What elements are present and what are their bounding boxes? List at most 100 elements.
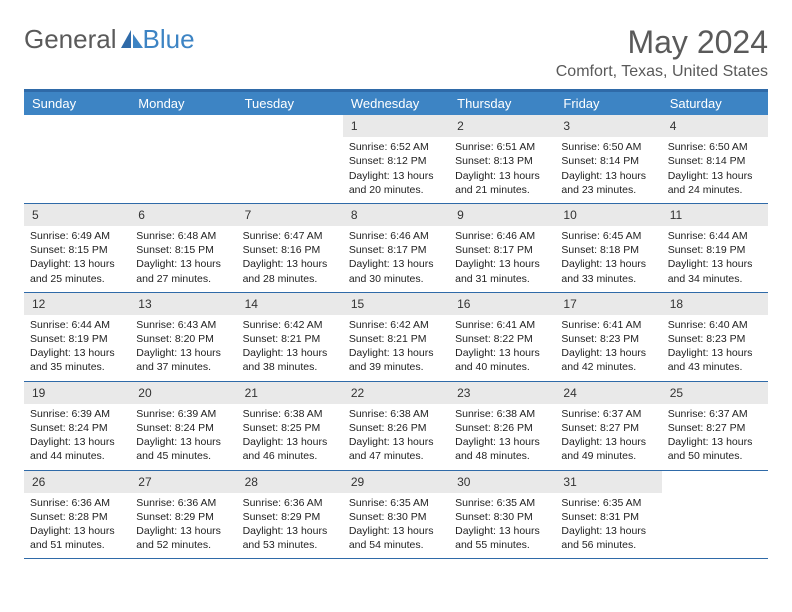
daylight-line: Daylight: 13 hours and 45 minutes.: [136, 435, 230, 463]
title-block: May 2024 Comfort, Texas, United States: [556, 24, 768, 81]
week-row: 5Sunrise: 6:49 AMSunset: 8:15 PMDaylight…: [24, 204, 768, 293]
sunrise-line: Sunrise: 6:47 AM: [243, 229, 337, 243]
sunset-line: Sunset: 8:13 PM: [455, 154, 549, 168]
logo-text-b: Blue: [143, 24, 195, 55]
day-cell: [130, 115, 236, 203]
day-cell: 27Sunrise: 6:36 AMSunset: 8:29 PMDayligh…: [130, 471, 236, 559]
sunrise-line: Sunrise: 6:41 AM: [561, 318, 655, 332]
day-body: Sunrise: 6:36 AMSunset: 8:28 PMDaylight:…: [24, 493, 130, 559]
daylight-line: Daylight: 13 hours and 48 minutes.: [455, 435, 549, 463]
week-row: 19Sunrise: 6:39 AMSunset: 8:24 PMDayligh…: [24, 382, 768, 471]
sunrise-line: Sunrise: 6:43 AM: [136, 318, 230, 332]
sunrise-line: Sunrise: 6:44 AM: [30, 318, 124, 332]
sunset-line: Sunset: 8:31 PM: [561, 510, 655, 524]
daylight-line: Daylight: 13 hours and 37 minutes.: [136, 346, 230, 374]
day-number: 9: [449, 204, 555, 226]
day-body: Sunrise: 6:42 AMSunset: 8:21 PMDaylight:…: [237, 315, 343, 381]
daylight-line: Daylight: 13 hours and 34 minutes.: [668, 257, 762, 285]
day-number: 30: [449, 471, 555, 493]
sunrise-line: Sunrise: 6:39 AM: [136, 407, 230, 421]
day-cell: 17Sunrise: 6:41 AMSunset: 8:23 PMDayligh…: [555, 293, 661, 381]
dow-cell: Sunday: [24, 92, 130, 115]
daylight-line: Daylight: 13 hours and 38 minutes.: [243, 346, 337, 374]
sunrise-line: Sunrise: 6:42 AM: [349, 318, 443, 332]
sunset-line: Sunset: 8:30 PM: [455, 510, 549, 524]
sunrise-line: Sunrise: 6:38 AM: [243, 407, 337, 421]
day-body: Sunrise: 6:37 AMSunset: 8:27 PMDaylight:…: [555, 404, 661, 470]
day-body: Sunrise: 6:44 AMSunset: 8:19 PMDaylight:…: [662, 226, 768, 292]
week-row: 12Sunrise: 6:44 AMSunset: 8:19 PMDayligh…: [24, 293, 768, 382]
day-number: 29: [343, 471, 449, 493]
day-number: 4: [662, 115, 768, 137]
sunset-line: Sunset: 8:29 PM: [243, 510, 337, 524]
day-body: Sunrise: 6:35 AMSunset: 8:31 PMDaylight:…: [555, 493, 661, 559]
day-cell: 26Sunrise: 6:36 AMSunset: 8:28 PMDayligh…: [24, 471, 130, 559]
sunset-line: Sunset: 8:27 PM: [561, 421, 655, 435]
day-number: 17: [555, 293, 661, 315]
day-body: Sunrise: 6:45 AMSunset: 8:18 PMDaylight:…: [555, 226, 661, 292]
day-body: Sunrise: 6:46 AMSunset: 8:17 PMDaylight:…: [343, 226, 449, 292]
daylight-line: Daylight: 13 hours and 43 minutes.: [668, 346, 762, 374]
day-number: 11: [662, 204, 768, 226]
day-number: 5: [24, 204, 130, 226]
week-row: 26Sunrise: 6:36 AMSunset: 8:28 PMDayligh…: [24, 471, 768, 560]
sunset-line: Sunset: 8:19 PM: [668, 243, 762, 257]
day-number: 15: [343, 293, 449, 315]
day-number: 7: [237, 204, 343, 226]
sunrise-line: Sunrise: 6:48 AM: [136, 229, 230, 243]
sunset-line: Sunset: 8:23 PM: [561, 332, 655, 346]
sunrise-line: Sunrise: 6:50 AM: [668, 140, 762, 154]
dow-cell: Wednesday: [343, 92, 449, 115]
day-cell: 6Sunrise: 6:48 AMSunset: 8:15 PMDaylight…: [130, 204, 236, 292]
daylight-line: Daylight: 13 hours and 56 minutes.: [561, 524, 655, 552]
sunrise-line: Sunrise: 6:35 AM: [561, 496, 655, 510]
daylight-line: Daylight: 13 hours and 33 minutes.: [561, 257, 655, 285]
day-body: Sunrise: 6:49 AMSunset: 8:15 PMDaylight:…: [24, 226, 130, 292]
daylight-line: Daylight: 13 hours and 46 minutes.: [243, 435, 337, 463]
daylight-line: Daylight: 13 hours and 20 minutes.: [349, 169, 443, 197]
day-cell: 4Sunrise: 6:50 AMSunset: 8:14 PMDaylight…: [662, 115, 768, 203]
sunset-line: Sunset: 8:15 PM: [30, 243, 124, 257]
sunrise-line: Sunrise: 6:50 AM: [561, 140, 655, 154]
sunrise-line: Sunrise: 6:37 AM: [561, 407, 655, 421]
sunrise-line: Sunrise: 6:42 AM: [243, 318, 337, 332]
dow-cell: Saturday: [662, 92, 768, 115]
sunrise-line: Sunrise: 6:40 AM: [668, 318, 762, 332]
sunset-line: Sunset: 8:22 PM: [455, 332, 549, 346]
day-body: Sunrise: 6:41 AMSunset: 8:22 PMDaylight:…: [449, 315, 555, 381]
daylight-line: Daylight: 13 hours and 51 minutes.: [30, 524, 124, 552]
day-body: Sunrise: 6:41 AMSunset: 8:23 PMDaylight:…: [555, 315, 661, 381]
daylight-line: Daylight: 13 hours and 40 minutes.: [455, 346, 549, 374]
sunrise-line: Sunrise: 6:36 AM: [243, 496, 337, 510]
day-body: Sunrise: 6:36 AMSunset: 8:29 PMDaylight:…: [130, 493, 236, 559]
day-body: Sunrise: 6:39 AMSunset: 8:24 PMDaylight:…: [130, 404, 236, 470]
daylight-line: Daylight: 13 hours and 25 minutes.: [30, 257, 124, 285]
day-cell: 22Sunrise: 6:38 AMSunset: 8:26 PMDayligh…: [343, 382, 449, 470]
logo: General Blue: [24, 24, 195, 55]
day-number: 8: [343, 204, 449, 226]
day-number: 16: [449, 293, 555, 315]
day-number: 24: [555, 382, 661, 404]
day-cell: 14Sunrise: 6:42 AMSunset: 8:21 PMDayligh…: [237, 293, 343, 381]
sunset-line: Sunset: 8:21 PM: [243, 332, 337, 346]
daylight-line: Daylight: 13 hours and 35 minutes.: [30, 346, 124, 374]
daylight-line: Daylight: 13 hours and 39 minutes.: [349, 346, 443, 374]
sunrise-line: Sunrise: 6:38 AM: [349, 407, 443, 421]
page-subtitle: Comfort, Texas, United States: [556, 63, 768, 81]
sunset-line: Sunset: 8:28 PM: [30, 510, 124, 524]
day-number: 23: [449, 382, 555, 404]
daylight-line: Daylight: 13 hours and 42 minutes.: [561, 346, 655, 374]
day-number: 20: [130, 382, 236, 404]
calendar: SundayMondayTuesdayWednesdayThursdayFrid…: [24, 89, 768, 559]
dow-cell: Thursday: [449, 92, 555, 115]
day-cell: 25Sunrise: 6:37 AMSunset: 8:27 PMDayligh…: [662, 382, 768, 470]
day-body: Sunrise: 6:38 AMSunset: 8:26 PMDaylight:…: [343, 404, 449, 470]
page-header: General Blue May 2024 Comfort, Texas, Un…: [24, 24, 768, 81]
day-body: Sunrise: 6:39 AMSunset: 8:24 PMDaylight:…: [24, 404, 130, 470]
day-cell: 9Sunrise: 6:46 AMSunset: 8:17 PMDaylight…: [449, 204, 555, 292]
day-body: Sunrise: 6:50 AMSunset: 8:14 PMDaylight:…: [555, 137, 661, 203]
daylight-line: Daylight: 13 hours and 30 minutes.: [349, 257, 443, 285]
logo-sail-icon: [121, 30, 143, 50]
day-body: Sunrise: 6:46 AMSunset: 8:17 PMDaylight:…: [449, 226, 555, 292]
sunset-line: Sunset: 8:17 PM: [349, 243, 443, 257]
